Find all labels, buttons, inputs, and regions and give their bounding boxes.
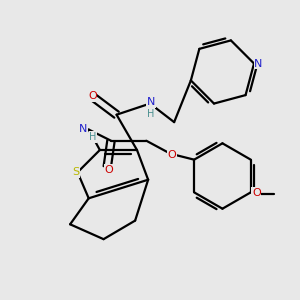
Text: H: H <box>147 109 154 119</box>
Text: H: H <box>89 132 97 142</box>
Text: O: O <box>252 188 261 198</box>
Text: N: N <box>79 124 87 134</box>
Text: O: O <box>167 150 176 160</box>
Text: S: S <box>72 167 79 177</box>
Text: O: O <box>105 165 113 175</box>
Text: N: N <box>147 98 155 107</box>
Text: N: N <box>254 58 263 68</box>
Text: O: O <box>88 91 97 101</box>
